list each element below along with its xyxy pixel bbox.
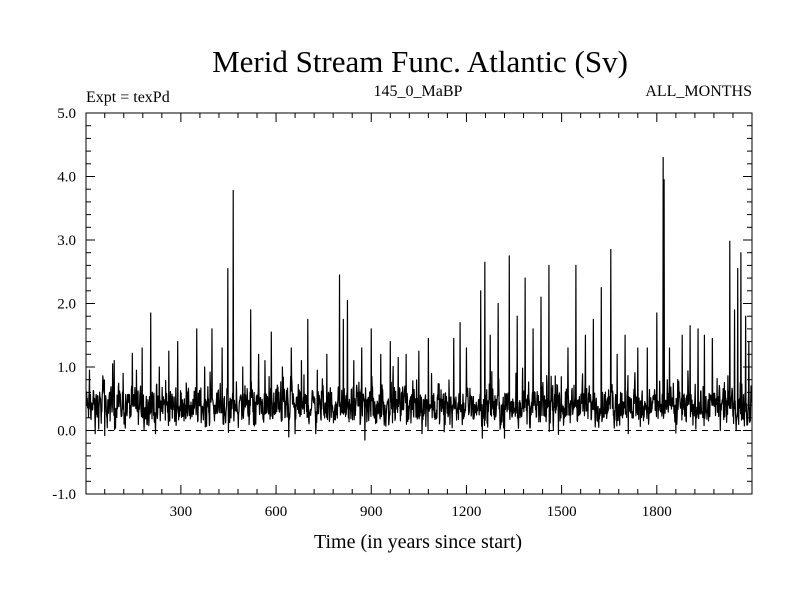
x-tick-label: 1500 — [547, 504, 577, 520]
y-axis-ticks: -1.0 0.0 1.0 2.0 3.0 4.0 5.0 — [52, 106, 752, 503]
months-label: ALL_MONTHS — [645, 83, 752, 100]
x-axis-ticks: 300 600 900 1200 1500 1800 — [104, 113, 734, 520]
y-tick-label: 5.0 — [57, 106, 76, 122]
y-tick-label: 3.0 — [57, 233, 76, 249]
plot-frame — [85, 112, 753, 495]
experiment-label: Expt = texPd — [86, 89, 170, 106]
x-axis-label: Time (in years since start) — [314, 531, 522, 553]
x-tick-label: 900 — [360, 504, 383, 520]
x-tick-label: 300 — [170, 504, 193, 520]
chart-title: Merid Stream Func. Atlantic (Sv) — [212, 44, 628, 79]
x-tick-label: 1200 — [451, 504, 481, 520]
y-tick-label: 4.0 — [57, 170, 76, 186]
x-tick-label: 1800 — [642, 504, 672, 520]
series-line-stream-function — [85, 156, 753, 441]
x-tick-label: 600 — [265, 504, 288, 520]
y-tick-label: 1.0 — [57, 360, 76, 376]
period-label: 145_0_MaBP — [374, 83, 463, 100]
y-tick-label: 0.0 — [57, 424, 76, 440]
y-tick-label: 2.0 — [57, 297, 76, 313]
y-tick-label: -1.0 — [52, 487, 76, 503]
plot-area: 300 600 900 1200 1500 1800 -1.0 0.0 1.0 2.0 3.0 4.… — [52, 106, 753, 520]
